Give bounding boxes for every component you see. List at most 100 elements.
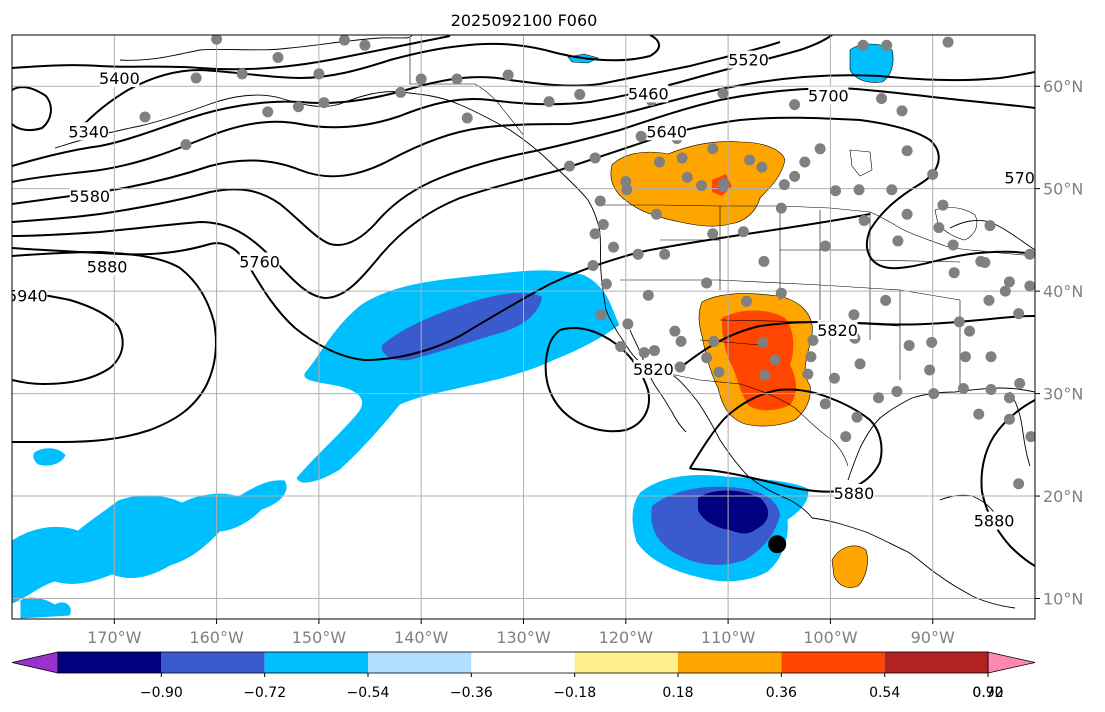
lon-tick-label: 140°W xyxy=(394,628,449,647)
station-marker xyxy=(415,73,427,85)
lon-tick-label: 110°W xyxy=(701,628,756,647)
lon-tick-label: 130°W xyxy=(496,628,551,647)
contour-label: 5880 xyxy=(974,512,1015,531)
station-marker xyxy=(973,408,985,420)
coast-gulf xyxy=(847,387,1035,481)
station-marker xyxy=(741,295,753,307)
station-marker xyxy=(359,39,371,51)
station-marker xyxy=(858,214,870,226)
shade-hudson-neg xyxy=(849,43,894,83)
station-marker xyxy=(713,366,725,378)
coast-alaska-north xyxy=(119,35,413,61)
colorbar-bin xyxy=(368,652,472,673)
contour-label: 5460 xyxy=(628,84,669,103)
contour-label-bg xyxy=(808,86,849,105)
station-marker xyxy=(648,345,660,357)
station-marker xyxy=(681,171,693,183)
station-marker xyxy=(236,68,248,80)
station-marker xyxy=(180,139,192,151)
station-marker xyxy=(737,226,749,238)
station-marker xyxy=(851,411,863,423)
station-marker xyxy=(597,219,609,231)
station-marker xyxy=(881,39,893,51)
longitude-ticks: 170°W 160°W 150°W 140°W 130°W 120°W 110°W 100°W… xyxy=(87,619,955,647)
station-marker xyxy=(451,73,463,85)
colorbar-bin xyxy=(471,652,575,673)
station-marker xyxy=(620,176,632,188)
latitude-ticks: 10°N 20°N 30°N 40°N 50°N 60°N xyxy=(1035,77,1083,609)
station-marker xyxy=(927,168,939,180)
station-marker xyxy=(896,105,908,117)
contour-label-bg xyxy=(69,186,110,205)
lat-tick-label: 60°N xyxy=(1043,77,1083,96)
station-marker xyxy=(891,386,903,398)
contour-label-bg xyxy=(633,360,674,379)
station-marker xyxy=(338,35,350,46)
station-marker xyxy=(502,69,514,81)
station-marker xyxy=(769,354,781,366)
height-contours xyxy=(12,35,1035,567)
station-marker xyxy=(819,398,831,410)
borders xyxy=(409,38,1035,467)
contour-label: 5640 xyxy=(646,122,687,141)
lon-tick-label: 170°W xyxy=(87,628,142,647)
station-marker xyxy=(942,36,954,48)
colorbar-label: 0.90 xyxy=(972,685,1003,701)
station-marker xyxy=(1003,413,1015,425)
station-marker xyxy=(857,39,869,51)
station-marker xyxy=(675,335,687,347)
station-marker xyxy=(984,220,996,232)
station-marker xyxy=(999,285,1011,297)
station-marker xyxy=(1014,377,1026,389)
station-marker xyxy=(674,361,686,373)
station-marker xyxy=(758,255,770,267)
colorbar-frame xyxy=(57,651,989,674)
great-lakes xyxy=(934,207,978,241)
station-marker xyxy=(876,93,888,105)
station-marker xyxy=(1025,431,1035,443)
station-marker xyxy=(650,208,662,220)
colorbar-bin xyxy=(264,652,368,673)
station-marker xyxy=(933,222,945,234)
contour-5400 xyxy=(71,35,660,139)
contour-5400-north xyxy=(12,35,451,71)
station-marker xyxy=(701,352,713,364)
shade-pacific-neg xyxy=(295,269,621,484)
station-marker xyxy=(1013,478,1025,490)
contour-label: 5760 xyxy=(239,252,280,271)
station-marker xyxy=(872,392,884,404)
colorbar-label: −0.36 xyxy=(450,685,493,701)
station-marker xyxy=(718,178,730,190)
contour-label: 5520 xyxy=(728,51,769,70)
lon-tick-label: 150°W xyxy=(292,628,347,647)
colorbar-label: −0.72 xyxy=(243,685,286,701)
station-marker xyxy=(139,111,151,123)
lat-tick-label: 30°N xyxy=(1043,385,1083,404)
station-marker xyxy=(589,152,601,164)
coast-central-america xyxy=(811,517,1016,609)
station-marker xyxy=(707,228,719,240)
map-panel: 5400 5340 5580 5880 5760 5520 5460 5640 5700 5700… xyxy=(11,34,1036,620)
contour-label: 5340 xyxy=(68,122,109,141)
contour-5880 xyxy=(12,250,217,443)
station-marker xyxy=(802,368,814,380)
station-marker xyxy=(1013,308,1025,320)
shade-pacific-neg-core xyxy=(381,292,542,361)
station-marker xyxy=(937,199,949,211)
station-marker xyxy=(635,130,647,142)
contour-label-bg xyxy=(1004,168,1035,187)
station-marker xyxy=(983,294,995,306)
station-marker xyxy=(659,248,671,260)
station-marker xyxy=(953,316,965,328)
colorbar-bin xyxy=(781,652,885,673)
station-marker xyxy=(594,195,606,207)
contour-label: 5700 xyxy=(808,86,849,105)
station-marker xyxy=(901,145,913,157)
shade-small-blob xyxy=(32,447,67,467)
contour-label-bg xyxy=(646,122,687,141)
contour-label: 5880 xyxy=(834,484,875,503)
colorbar-label: −0.18 xyxy=(553,685,596,701)
station-marker xyxy=(654,156,666,168)
station-marker xyxy=(886,184,898,196)
station-marker xyxy=(789,99,801,111)
